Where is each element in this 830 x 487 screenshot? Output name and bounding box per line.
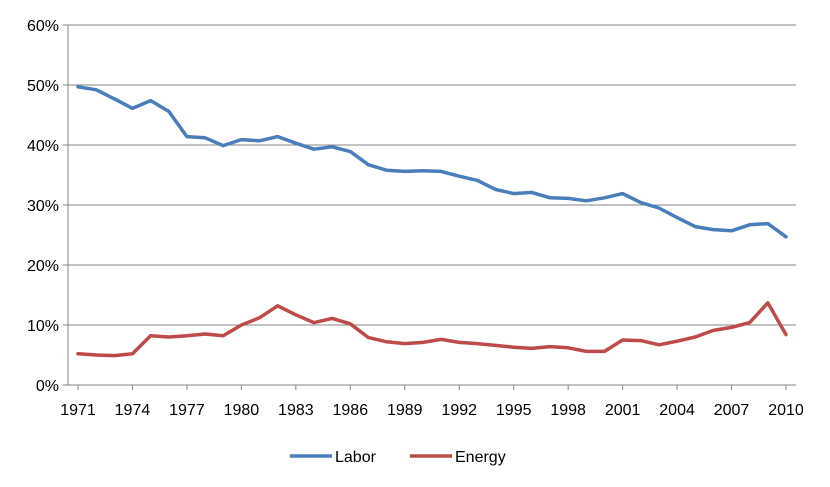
x-tick-label: 1980 xyxy=(224,402,260,419)
legend: Labor Energy xyxy=(290,449,506,466)
y-tick-label: 10% xyxy=(27,318,59,335)
series-line-labor xyxy=(76,85,788,239)
y-tick-label: 50% xyxy=(27,78,59,95)
y-tick-label: 0% xyxy=(36,378,59,395)
y-tick-labels: 0% 10% 20% 30% 40% 50% 60% xyxy=(27,18,68,395)
legend-label-labor: Labor xyxy=(335,449,377,466)
x-tick-label: 1995 xyxy=(496,402,532,419)
x-tick-label: 1977 xyxy=(169,402,205,419)
series-line-energy xyxy=(76,301,788,358)
x-tick-label: 1992 xyxy=(441,402,477,419)
y-tick-label: 20% xyxy=(27,258,59,275)
legend-label-energy: Energy xyxy=(455,449,506,466)
y-tick-label: 30% xyxy=(27,198,59,215)
x-tick-label: 2010 xyxy=(768,402,804,419)
x-tick-label: 2004 xyxy=(659,402,695,419)
x-tick-label: 2001 xyxy=(605,402,641,419)
y-tick-label: 60% xyxy=(27,18,59,35)
y-tick-label: 40% xyxy=(27,138,59,155)
x-tick-label: 1986 xyxy=(333,402,369,419)
x-tick-labels: 1971 1974 1977 1980 1983 1986 1989 1992 1995 1998… xyxy=(60,385,804,419)
x-tick-label: 1989 xyxy=(387,402,423,419)
x-tick-label: 1998 xyxy=(550,402,586,419)
x-tick-label: 1971 xyxy=(60,402,96,419)
series-lines xyxy=(76,85,788,358)
x-tick-label: 1974 xyxy=(115,402,151,419)
gridlines xyxy=(68,24,796,326)
x-tick-label: 2007 xyxy=(714,402,750,419)
x-tick-label: 1983 xyxy=(278,402,314,419)
